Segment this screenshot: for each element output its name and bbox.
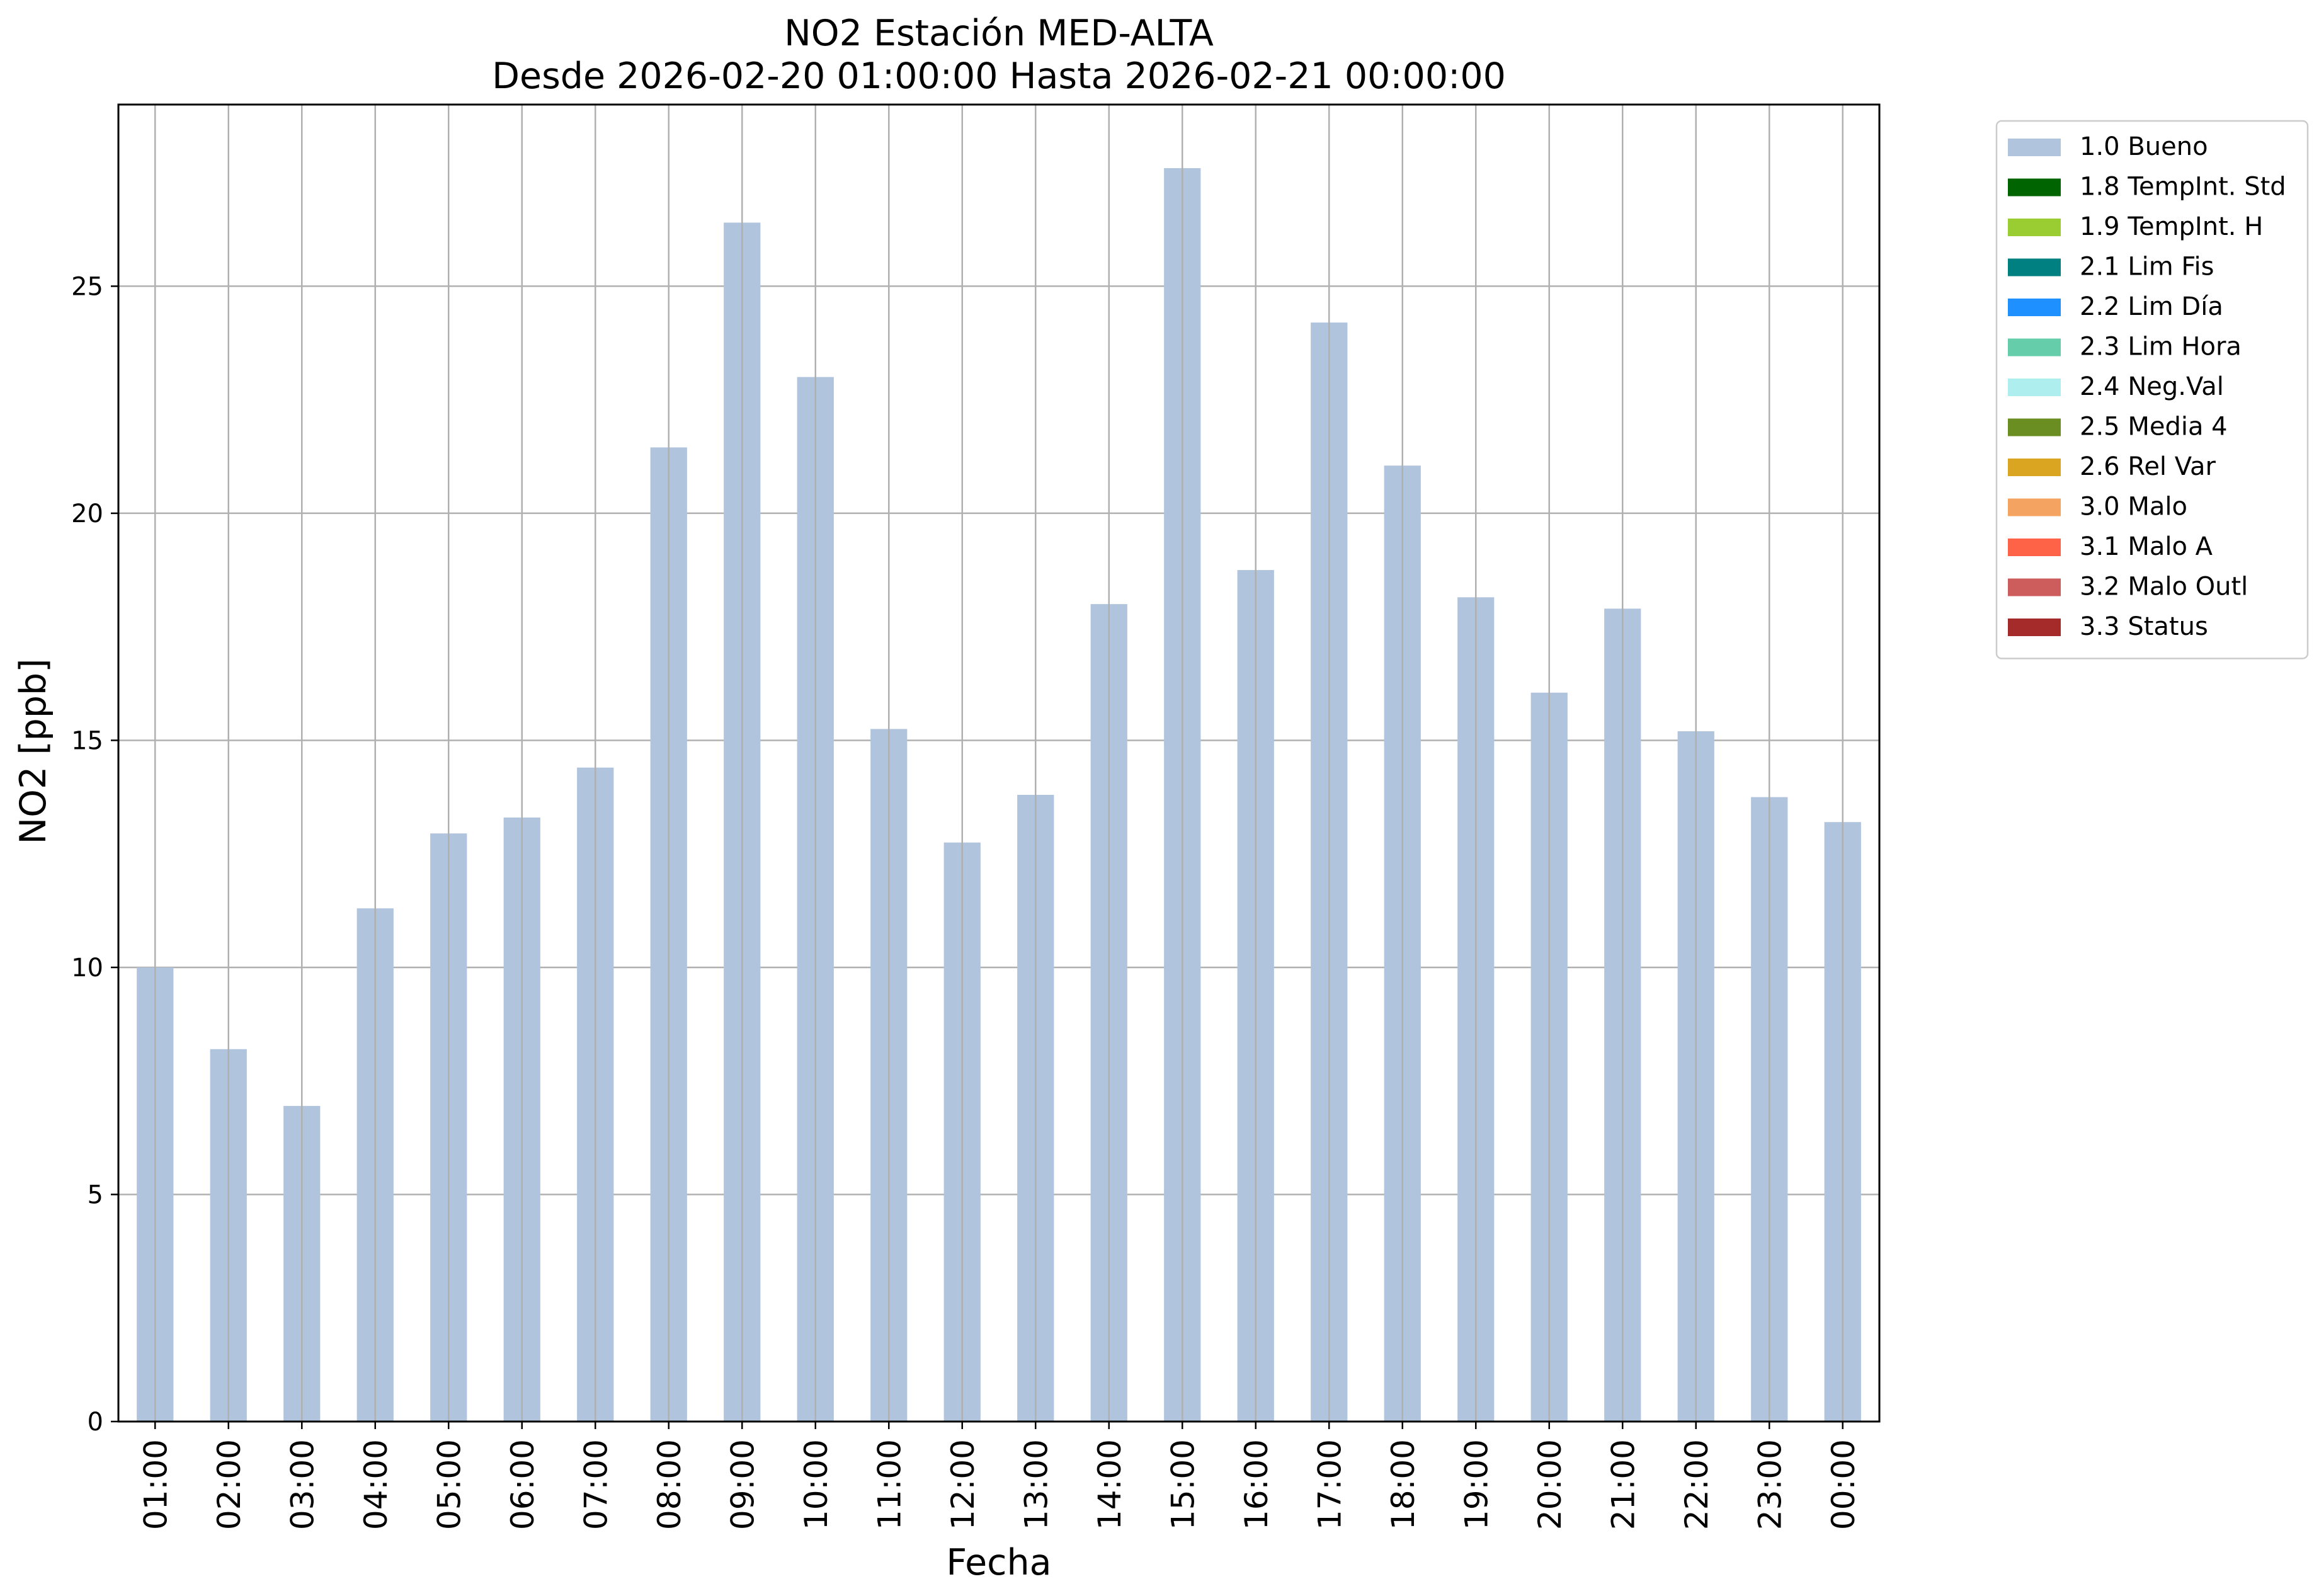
y-tick-label: 25 — [71, 272, 103, 301]
x-grid-overlay — [154, 105, 1843, 1422]
plot-frame — [117, 103, 1881, 1423]
legend-swatch — [2008, 338, 2061, 356]
chart-title: NO2 Estación MED-ALTA — [784, 13, 1214, 54]
legend-label: 3.0 Malo — [2080, 493, 2187, 522]
legend-swatch — [2008, 139, 2061, 156]
x-tick-label: 04:00 — [358, 1439, 394, 1530]
x-tick-label: 11:00 — [871, 1439, 908, 1530]
legend-label: 3.1 Malo A — [2080, 532, 2213, 561]
y-axis: 0 5 10 15 20 25 — [71, 272, 118, 1437]
y-axis-label: NO2 [ppb] — [13, 659, 54, 845]
legend-swatch — [2008, 578, 2061, 596]
legend-swatch — [2008, 379, 2061, 396]
x-tick-label: 10:00 — [798, 1439, 835, 1530]
x-tick-label: 16:00 — [1238, 1439, 1275, 1530]
x-tick-label: 05:00 — [431, 1439, 467, 1530]
y-tick-label: 20 — [71, 499, 103, 528]
x-tick-label: 09:00 — [724, 1439, 761, 1530]
legend-swatch — [2008, 459, 2061, 476]
legend-label: 2.4 Neg.Val — [2080, 372, 2224, 401]
x-tick-label: 14:00 — [1091, 1439, 1128, 1530]
legend-label: 1.9 TempInt. H — [2080, 212, 2263, 241]
legend-swatch — [2008, 539, 2061, 556]
legend-label: 2.5 Media 4 — [2080, 413, 2228, 442]
legend-label: 1.0 Bueno — [2080, 132, 2208, 161]
y-tick-label: 15 — [71, 726, 103, 755]
x-tick-label: 03:00 — [284, 1439, 321, 1530]
legend-label: 3.3 Status — [2080, 612, 2208, 641]
x-tick-label: 17:00 — [1311, 1439, 1348, 1530]
x-tick-label: 02:00 — [211, 1439, 248, 1530]
x-tick-label: 06:00 — [504, 1439, 541, 1530]
y-tick-label: 0 — [88, 1408, 103, 1437]
legend-box — [1995, 120, 2309, 659]
x-tick-label: 01:00 — [137, 1439, 174, 1530]
x-tick-label: 23:00 — [1752, 1439, 1788, 1530]
legend: 1.0 Bueno 1.8 TempInt. Std 1.9 TempInt. H 2… — [1995, 120, 2309, 659]
x-tick-label: 00:00 — [1825, 1439, 1862, 1530]
x-axis: 01:00 02:00 03:00 04:00 05:00 06:00 07:00 08:00… — [137, 1422, 1862, 1530]
legend-label: 1.8 TempInt. Std — [2080, 173, 2286, 202]
legend-label: 2.2 Lim Día — [2080, 292, 2223, 321]
x-tick-label: 13:00 — [1018, 1439, 1054, 1530]
legend-label: 2.3 Lim Hora — [2080, 333, 2242, 362]
legend-swatch — [2008, 299, 2061, 316]
x-tick-label: 18:00 — [1385, 1439, 1422, 1530]
y-tick-label: 10 — [71, 954, 103, 983]
legend-label: 2.6 Rel Var — [2080, 452, 2216, 481]
legend-label: 3.2 Malo Outl — [2080, 573, 2248, 601]
legend-swatch — [2008, 219, 2061, 236]
x-tick-label: 07:00 — [578, 1439, 614, 1530]
x-tick-label: 21:00 — [1605, 1439, 1641, 1530]
x-tick-label: 15:00 — [1165, 1439, 1201, 1530]
x-axis-label: Fecha — [946, 1542, 1051, 1583]
y-tick-label: 5 — [88, 1180, 103, 1209]
legend-label: 2.1 Lim Fis — [2080, 253, 2214, 282]
chart-subtitle: Desde 2026-02-20 01:00:00 Hasta 2026-02-… — [492, 55, 1506, 97]
legend-swatch — [2008, 618, 2061, 636]
legend-swatch — [2008, 258, 2061, 276]
legend-swatch — [2008, 418, 2061, 436]
x-tick-label: 08:00 — [651, 1439, 688, 1530]
x-tick-label: 20:00 — [1532, 1439, 1568, 1530]
x-tick-label: 19:00 — [1458, 1439, 1495, 1530]
x-tick-label: 12:00 — [945, 1439, 981, 1530]
x-tick-label: 22:00 — [1678, 1439, 1715, 1530]
legend-swatch — [2008, 178, 2061, 197]
legend-swatch — [2008, 498, 2061, 516]
